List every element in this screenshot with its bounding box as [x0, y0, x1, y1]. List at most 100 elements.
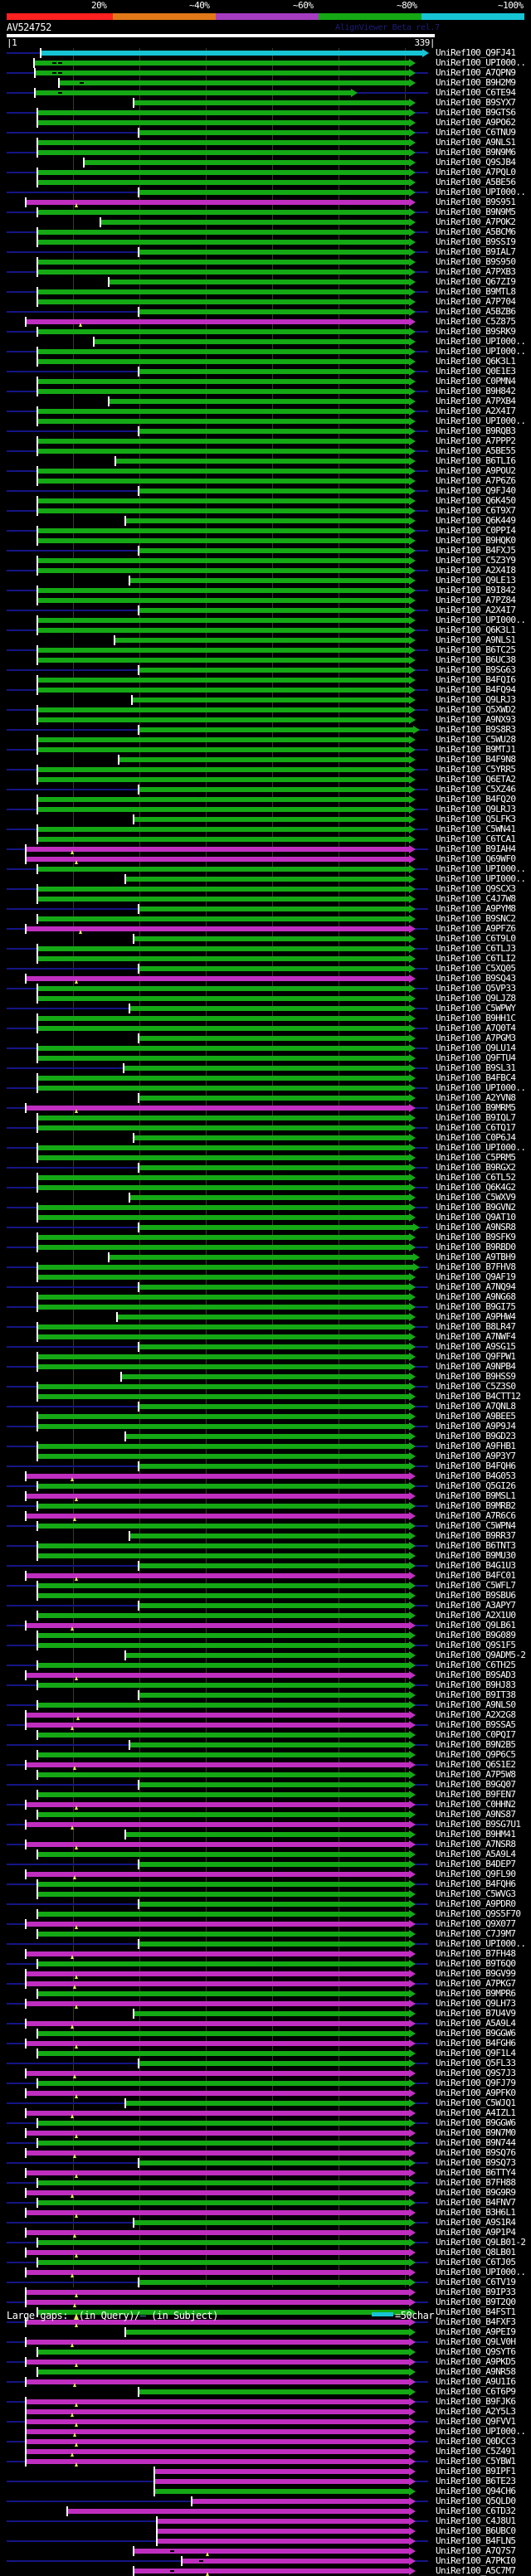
hsp-bar[interactable]: [118, 757, 409, 762]
hit-row[interactable]: UniRef100_B4FST1: [0, 2306, 531, 2317]
hit-accession-link[interactable]: UniRef100_A7R6C6: [436, 1510, 516, 1521]
hit-row[interactable]: UniRef100_A2X4I7: [0, 406, 531, 416]
hsp-bar[interactable]: [37, 230, 409, 235]
hsp-bar[interactable]: [37, 1324, 409, 1329]
hit-row[interactable]: UniRef100_B9GTS6: [0, 107, 531, 118]
hsp-bar[interactable]: [37, 1733, 409, 1738]
hit-accession-link[interactable]: UniRef100_C6TH25: [436, 1660, 516, 1670]
hit-row[interactable]: UniRef100_A9POU2: [0, 465, 531, 476]
hit-accession-link[interactable]: UniRef100_Q6K449: [436, 515, 516, 526]
hsp-bar[interactable]: [37, 946, 409, 951]
hit-accession-link[interactable]: UniRef100_B9T2Q0: [436, 2297, 516, 2307]
hit-accession-link[interactable]: UniRef100_B9S951: [436, 197, 516, 207]
hsp-bar[interactable]: [116, 1315, 409, 1320]
hsp-bar[interactable]: [25, 2041, 409, 2046]
hit-row[interactable]: UniRef100_A2X2G8: [0, 1709, 531, 1720]
hit-row[interactable]: UniRef100_B4FQ94: [0, 684, 531, 695]
hit-accession-link[interactable]: UniRef100_B9FEN7: [436, 1789, 516, 1800]
hsp-bar[interactable]: [37, 1543, 409, 1548]
hit-row[interactable]: UniRef100_Q6K3L1: [0, 625, 531, 635]
hsp-bar[interactable]: [37, 1145, 409, 1150]
hsp-bar[interactable]: [37, 1633, 409, 1638]
hsp-bar[interactable]: [133, 2220, 409, 2225]
hit-row[interactable]: UniRef100_Q9P6C5: [0, 1749, 531, 1760]
hsp-bar[interactable]: [37, 240, 409, 245]
hit-row[interactable]: UniRef100_A9P3Y7: [0, 1451, 531, 1461]
hsp-bar[interactable]: [138, 608, 409, 613]
hit-row[interactable]: UniRef100_B9RQB3: [0, 425, 531, 436]
hit-row[interactable]: UniRef100_UPI000..: [0, 873, 531, 884]
hit-row[interactable]: UniRef100_B9T2Q0: [0, 2297, 531, 2307]
hit-accession-link[interactable]: UniRef100_B9GGW6: [436, 2117, 516, 2128]
hit-row[interactable]: UniRef100_Q9ADM5-2: [0, 1650, 531, 1660]
hit-accession-link[interactable]: UniRef100_Q69WF0: [436, 853, 516, 864]
hsp-bar[interactable]: [58, 80, 409, 85]
hit-row[interactable]: UniRef100_C4J7W8: [0, 893, 531, 904]
hsp-bar[interactable]: [37, 1414, 409, 1419]
hsp-bar[interactable]: [37, 1683, 409, 1688]
hsp-bar[interactable]: [37, 1295, 409, 1300]
hsp-bar[interactable]: [37, 170, 409, 175]
hit-row[interactable]: UniRef100_Q9LRJ3: [0, 804, 531, 814]
hsp-bar[interactable]: [25, 2399, 409, 2404]
hit-row[interactable]: UniRef100_B7U4V9: [0, 2008, 531, 2019]
hit-row[interactable]: UniRef100_Q9X077: [0, 1918, 531, 1929]
hit-row[interactable]: UniRef100_B9MTL8: [0, 286, 531, 297]
hit-accession-link[interactable]: UniRef100_Q9LB01-2: [436, 2237, 526, 2248]
hit-accession-link[interactable]: UniRef100_B9S950: [436, 256, 516, 267]
hit-row[interactable]: UniRef100_B4FQ20: [0, 794, 531, 804]
hit-row[interactable]: UniRef100_Q9FTU4: [0, 1052, 531, 1063]
hit-row[interactable]: UniRef100_B9RGX2: [0, 1162, 531, 1173]
hit-accession-link[interactable]: UniRef100_C6TLI2: [436, 953, 516, 964]
hit-accession-link[interactable]: UniRef100_Q67ZI9: [436, 276, 516, 287]
hsp-bar[interactable]: [37, 807, 409, 812]
hsp-bar[interactable]: [37, 1991, 409, 1996]
hit-accession-link[interactable]: UniRef100_A5A9L4: [436, 2018, 516, 2029]
hit-accession-link[interactable]: UniRef100_Q9LB61: [436, 1620, 516, 1631]
hit-row[interactable]: UniRef100_Q6K4G2: [0, 1182, 531, 1193]
hit-accession-link[interactable]: UniRef100_A9PHW4: [436, 1311, 516, 1322]
hsp-bar[interactable]: [153, 2469, 409, 2474]
hit-accession-link[interactable]: UniRef100_UPI000..: [436, 873, 526, 884]
hsp-bar[interactable]: [138, 309, 409, 314]
hsp-bar[interactable]: [138, 1693, 409, 1698]
hit-accession-link[interactable]: UniRef100_B4FST1: [436, 2306, 516, 2317]
hit-accession-link[interactable]: UniRef100_B6UC38: [436, 654, 516, 665]
hit-row[interactable]: UniRef100_UPI000..: [0, 1082, 531, 1093]
hsp-bar[interactable]: [100, 220, 409, 225]
hit-accession-link[interactable]: UniRef100_B9IAL7: [436, 246, 516, 257]
hit-accession-link[interactable]: UniRef100_A9PYM8: [436, 903, 516, 914]
hit-row[interactable]: UniRef100_Q9LRJ3: [0, 694, 531, 705]
hit-accession-link[interactable]: UniRef100_C6TJ05: [436, 2257, 516, 2267]
hit-accession-link[interactable]: UniRef100_A7P704: [436, 296, 516, 307]
hit-row[interactable]: UniRef100_A9TBH9: [0, 1252, 531, 1262]
hit-row[interactable]: UniRef100_C0PQI7: [0, 1729, 531, 1740]
hit-row[interactable]: UniRef100_Q6S1E2: [0, 1759, 531, 1770]
hit-row[interactable]: UniRef100_B9IQL7: [0, 1112, 531, 1123]
hit-row[interactable]: UniRef100_A7R6C6: [0, 1510, 531, 1521]
hsp-bar[interactable]: [138, 1942, 409, 1947]
hit-row[interactable]: UniRef100_B4FXJ5: [0, 545, 531, 556]
hsp-bar[interactable]: [124, 518, 409, 523]
hit-accession-link[interactable]: UniRef100_A7Q0T4: [436, 1023, 516, 1033]
hsp-bar[interactable]: [37, 2240, 409, 2245]
hit-accession-link[interactable]: UniRef100_Q6K3L1: [436, 356, 516, 367]
hsp-bar[interactable]: [37, 1125, 409, 1130]
hsp-bar[interactable]: [25, 2360, 409, 2365]
hit-row[interactable]: UniRef100_UPI000..: [0, 615, 531, 625]
hsp-bar[interactable]: [37, 1583, 409, 1588]
hsp-bar[interactable]: [25, 1872, 409, 1877]
hit-accession-link[interactable]: UniRef100_B9HM41: [436, 1829, 516, 1840]
hit-row[interactable]: UniRef100_A7NSR8: [0, 1839, 531, 1849]
hsp-bar[interactable]: [138, 2280, 409, 2285]
hit-row[interactable]: UniRef100_A7P704: [0, 296, 531, 307]
hit-row[interactable]: UniRef100_B4FXF3: [0, 2316, 531, 2327]
hsp-bar[interactable]: [37, 389, 409, 394]
hit-row[interactable]: UniRef100_B9SL31: [0, 1062, 531, 1073]
hit-accession-link[interactable]: UniRef100_B4FQ94: [436, 684, 516, 695]
hsp-bar[interactable]: [25, 1573, 409, 1578]
hit-row[interactable]: UniRef100_B9G9R9: [0, 2187, 531, 2198]
hsp-bar[interactable]: [37, 1354, 409, 1359]
hsp-bar[interactable]: [37, 1643, 409, 1648]
hit-accession-link[interactable]: UniRef100_A7PPP2: [436, 435, 516, 446]
